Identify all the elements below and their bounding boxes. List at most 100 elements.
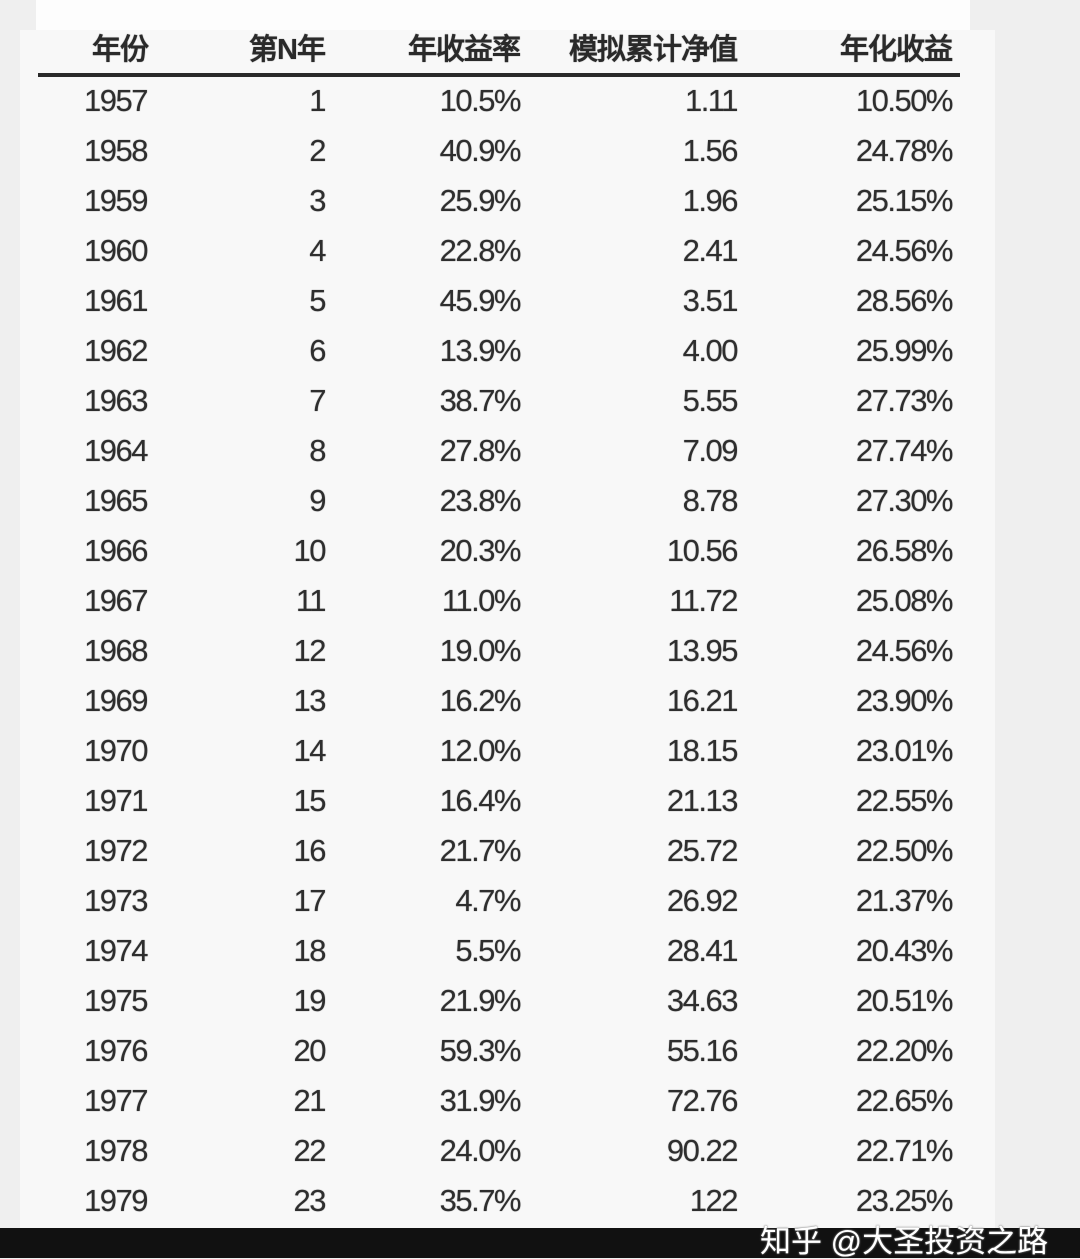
table-row: 1979 23 35.7% 122 23.25% (0, 1176, 1080, 1226)
cell-cumulative-nav: 16.21 (666, 683, 739, 718)
cell-cumulative-nav: 10.56 (666, 533, 739, 568)
cell-cumulative-nav: 11.72 (669, 583, 738, 618)
cell-year-number: 22 (293, 1133, 327, 1168)
cell-annual-return: 12.0% (439, 733, 522, 768)
cell-year: 1966 (84, 533, 148, 568)
cell-year-number: 14 (293, 733, 327, 768)
header-cumulative-nav: 模拟累计净值 (568, 34, 738, 66)
table-row: 1964 8 27.8% 7.09 27.74% (0, 426, 1080, 476)
cell-year: 1973 (84, 883, 148, 918)
cell-cumulative-nav: 72.76 (666, 1083, 739, 1118)
cell-annualized-return: 27.30% (855, 483, 954, 518)
cell-cumulative-nav: 5.55 (682, 383, 739, 418)
cell-annual-return: 11.0% (441, 583, 522, 618)
cell-year-number: 13 (293, 683, 327, 718)
cell-annual-return: 40.9% (439, 133, 522, 168)
table-row: 1968 12 19.0% 13.95 24.56% (0, 626, 1080, 676)
cell-year-number: 23 (293, 1183, 327, 1218)
cell-annualized-return: 24.56% (855, 233, 954, 268)
table-row: 1959 3 25.9% 1.96 25.15% (0, 176, 1080, 226)
cell-cumulative-nav: 3.51 (682, 283, 739, 318)
table-row: 1967 11 11.0% 11.72 25.08% (0, 576, 1080, 626)
cell-annual-return: 19.0% (439, 633, 522, 668)
cell-annual-return: 10.5% (439, 83, 522, 118)
cell-annualized-return: 23.01% (855, 733, 954, 768)
table-row: 1978 22 24.0% 90.22 22.71% (0, 1126, 1080, 1176)
table-row: 1971 15 16.4% 21.13 22.55% (0, 776, 1080, 826)
cell-cumulative-nav: 4.00 (682, 333, 739, 368)
table-header: 年份 第N年 年收益率 模拟累计净值 年化收益 (0, 25, 1080, 75)
cell-annual-return: 38.7% (439, 383, 522, 418)
cell-annualized-return: 27.73% (855, 383, 954, 418)
cell-year: 1972 (84, 833, 148, 868)
cell-year: 1978 (84, 1133, 148, 1168)
cell-annual-return: 13.9% (439, 333, 522, 368)
cell-annualized-return: 25.15% (855, 183, 954, 218)
table-row: 1975 19 21.9% 34.63 20.51% (0, 976, 1080, 1026)
cell-year-number: 15 (293, 783, 327, 818)
cell-annualized-return: 20.43% (855, 933, 954, 968)
cell-annual-return: 59.3% (439, 1033, 522, 1068)
cell-year: 1964 (84, 433, 148, 468)
cell-year: 1958 (84, 133, 148, 168)
cell-year: 1967 (84, 583, 148, 618)
cell-year: 1959 (84, 183, 148, 218)
cell-annual-return: 22.8% (439, 233, 522, 268)
cell-year: 1977 (84, 1083, 148, 1118)
cell-annualized-return: 23.90% (855, 683, 954, 718)
cell-year-number: 10 (293, 533, 327, 568)
cell-annualized-return: 22.50% (855, 833, 954, 868)
cell-year: 1965 (84, 483, 148, 518)
cell-annualized-return: 20.51% (855, 983, 954, 1018)
cell-cumulative-nav: 21.13 (666, 783, 739, 818)
table-background (20, 30, 995, 1228)
cell-annual-return: 16.2% (439, 683, 522, 718)
cell-annualized-return: 22.20% (855, 1033, 954, 1068)
cell-annualized-return: 28.56% (855, 283, 954, 318)
cell-year-number: 9 (309, 483, 326, 518)
table-row: 1958 2 40.9% 1.56 24.78% (0, 126, 1080, 176)
cell-annualized-return: 22.55% (855, 783, 954, 818)
cell-year: 1976 (84, 1033, 148, 1068)
table-row: 1977 21 31.9% 72.76 22.65% (0, 1076, 1080, 1126)
table-row: 1965 9 23.8% 8.78 27.30% (0, 476, 1080, 526)
cell-annual-return: 35.7% (439, 1183, 522, 1218)
watermark: 知乎 @大圣投资之路 (760, 1224, 1049, 1259)
table-row: 1973 17 4.7% 26.92 21.37% (0, 876, 1080, 926)
cell-year: 1957 (84, 83, 148, 118)
cell-annual-return: 24.0% (439, 1133, 522, 1168)
table-row: 1969 13 16.2% 16.21 23.90% (0, 676, 1080, 726)
cell-annualized-return: 10.50% (855, 83, 954, 118)
cell-annual-return: 4.7% (455, 883, 521, 918)
cell-annualized-return: 22.65% (855, 1083, 954, 1118)
header-year: 年份 (92, 34, 149, 66)
cell-cumulative-nav: 25.72 (666, 833, 739, 868)
table-row: 1974 18 5.5% 28.41 20.43% (0, 926, 1080, 976)
cell-annual-return: 16.4% (439, 783, 522, 818)
cell-year-number: 20 (293, 1033, 327, 1068)
cell-year-number: 19 (293, 983, 327, 1018)
header-divider (38, 73, 960, 77)
cell-year-number: 12 (293, 633, 327, 668)
cell-annualized-return: 21.37% (855, 883, 954, 918)
cell-year: 1963 (84, 383, 148, 418)
cell-year: 1968 (84, 633, 148, 668)
cell-year-number: 5 (309, 283, 326, 318)
cell-year: 1970 (84, 733, 148, 768)
top-panel (36, 0, 970, 30)
cell-year-number: 3 (309, 183, 326, 218)
cell-cumulative-nav: 1.56 (682, 133, 739, 168)
cell-annualized-return: 25.99% (855, 333, 954, 368)
cell-cumulative-nav: 2.41 (682, 233, 739, 268)
cell-cumulative-nav: 26.92 (666, 883, 739, 918)
cell-year-number: 18 (293, 933, 327, 968)
cell-cumulative-nav: 1.11 (684, 83, 739, 118)
cell-year-number: 7 (309, 383, 326, 418)
cell-cumulative-nav: 90.22 (666, 1133, 739, 1168)
cell-year: 1961 (84, 283, 148, 318)
cell-cumulative-nav: 13.95 (666, 633, 739, 668)
table-row: 1966 10 20.3% 10.56 26.58% (0, 526, 1080, 576)
table-row: 1961 5 45.9% 3.51 28.56% (0, 276, 1080, 326)
cell-year-number: 6 (309, 333, 326, 368)
cell-cumulative-nav: 34.63 (666, 983, 739, 1018)
